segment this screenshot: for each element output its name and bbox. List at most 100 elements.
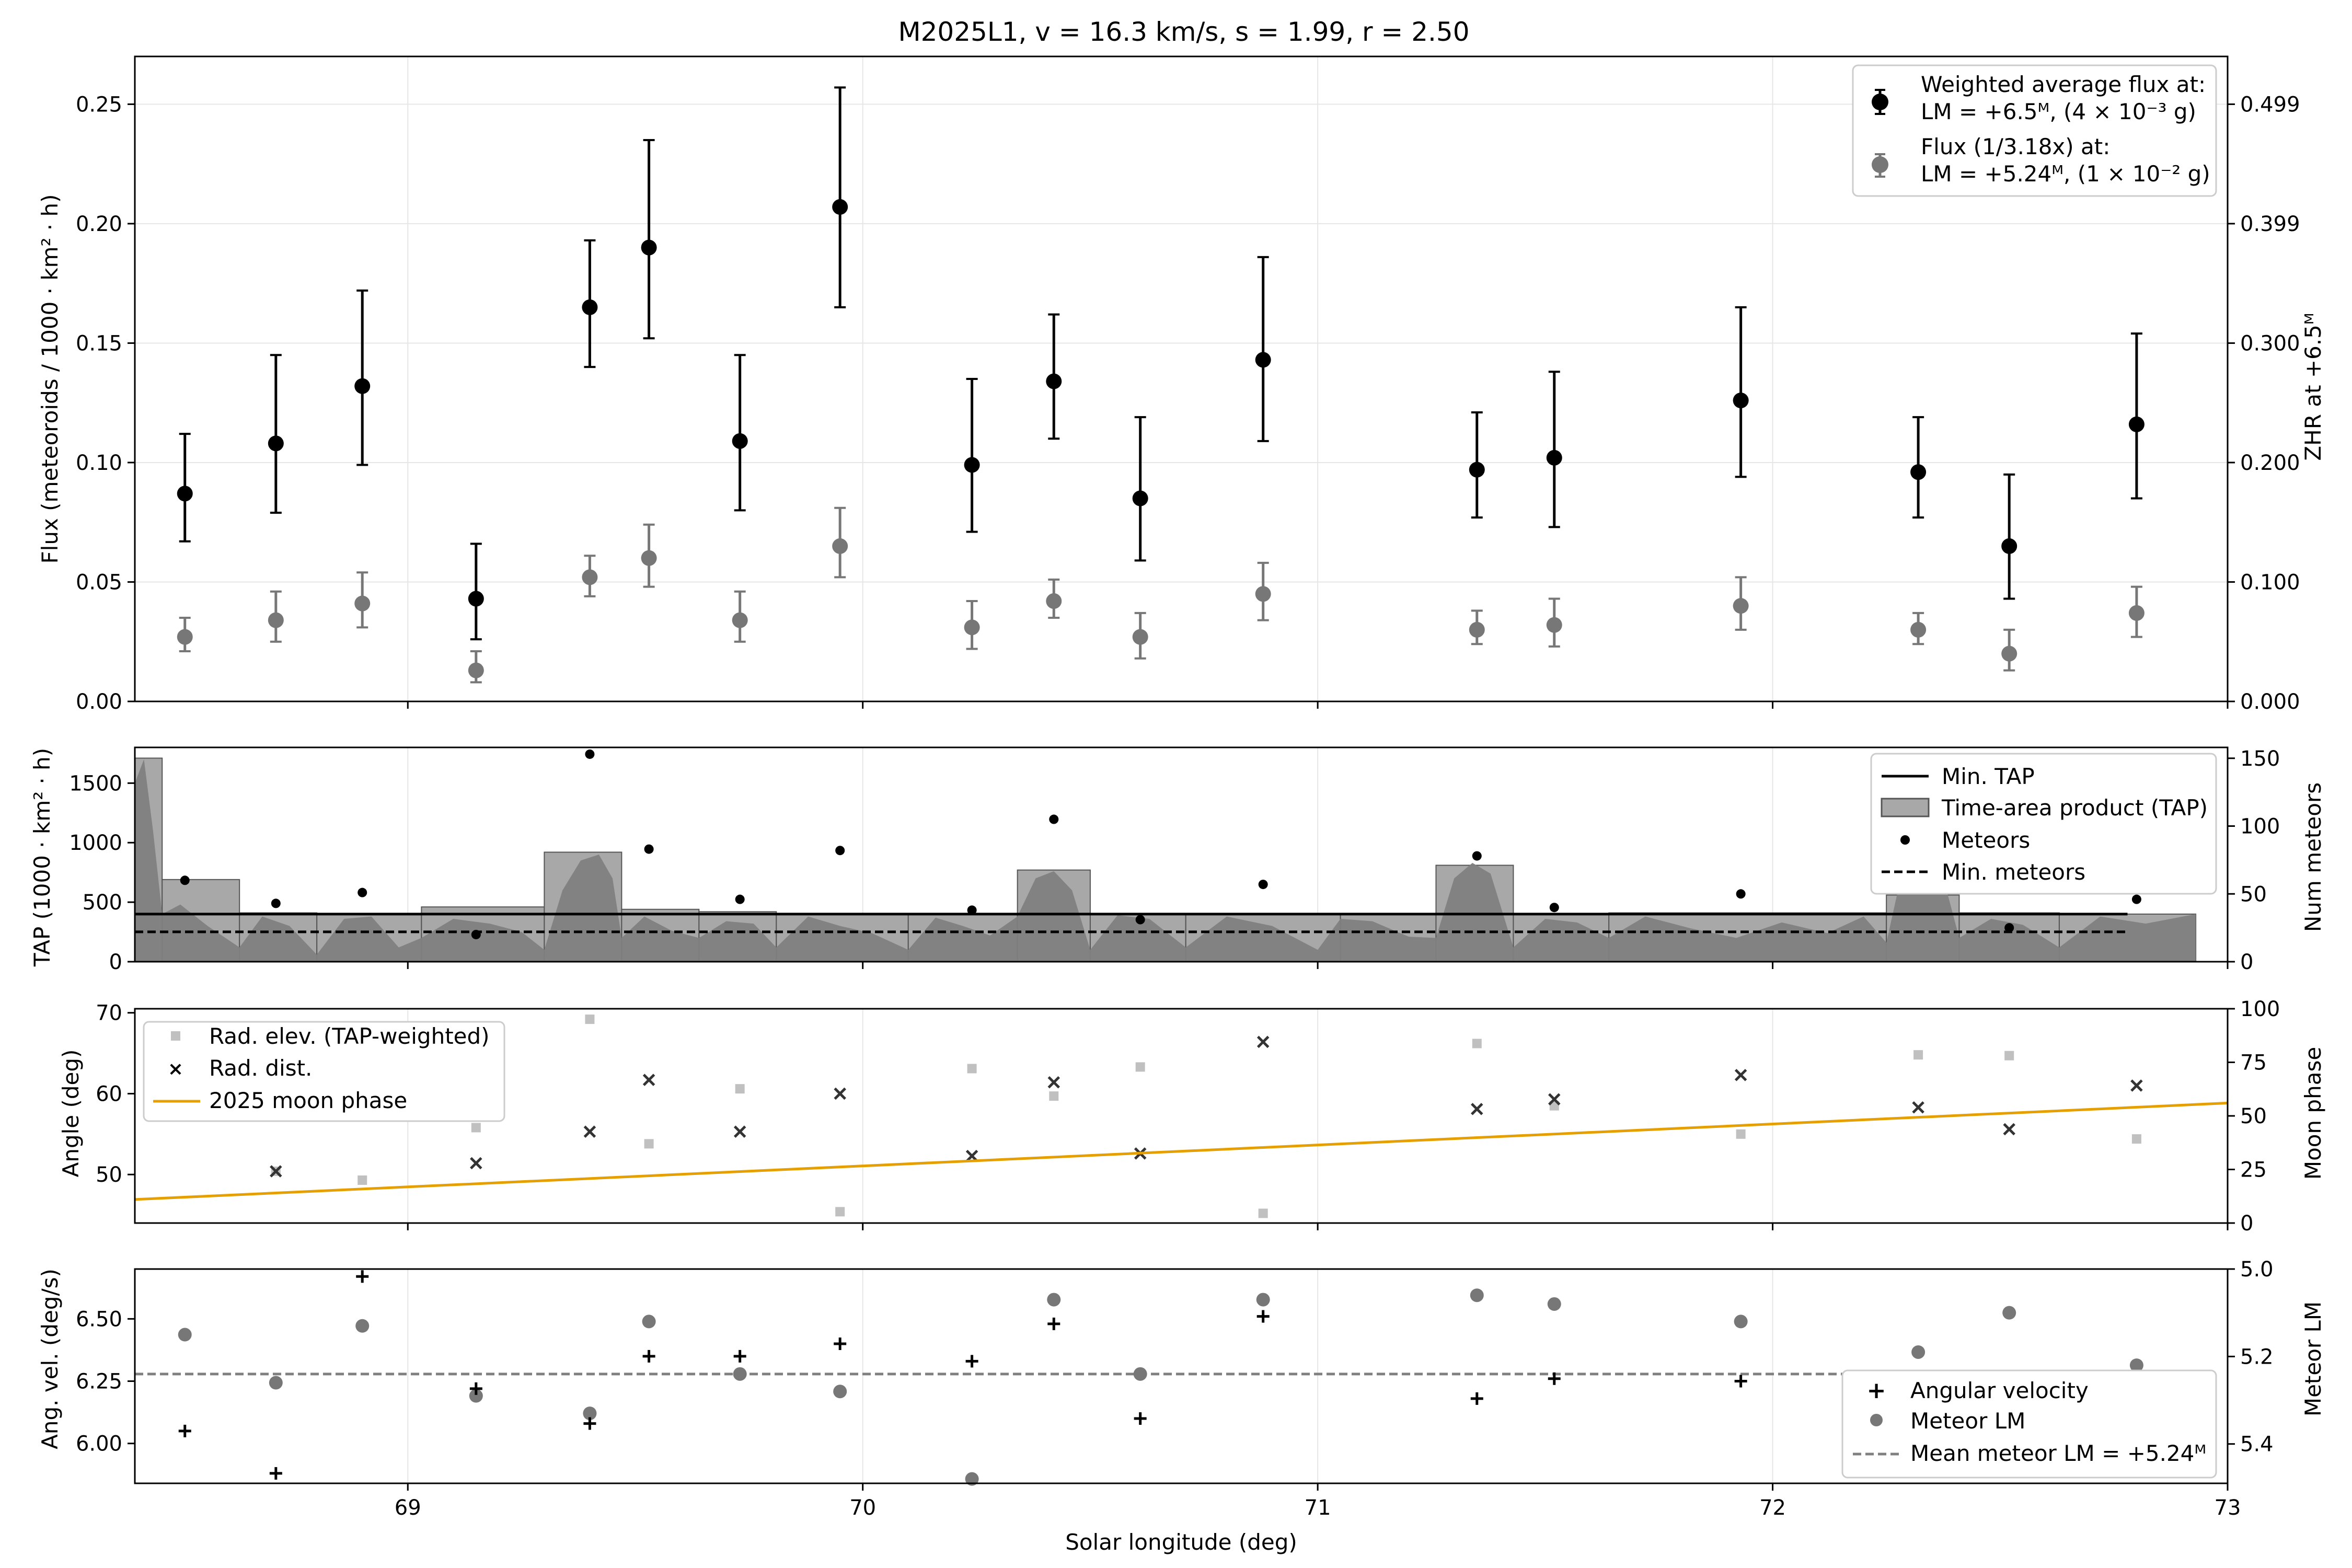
rad-dist-stroke [1471,1103,1483,1115]
rad-dist-stroke [270,1165,282,1178]
x-tick-label: 71 [1305,1496,1331,1520]
legend-rad-elev-marker [171,1031,180,1041]
rad-elev-point [835,1207,845,1217]
x-tick-label: 70 [849,1496,876,1520]
x-tick-label: 69 [395,1496,421,1520]
rad-dist-stroke [1734,1069,1747,1081]
meteor-lm-point [733,1367,747,1381]
legend-angvel-marker: + [1867,1377,1886,1404]
flux-point [1733,393,1749,409]
y-tick-label: 0.25 [76,93,122,117]
rad-dist-point [1912,1101,1924,1114]
meteor-lm-point [269,1376,283,1390]
flux-gray-point [1132,629,1148,645]
y-tick-label: 0.10 [76,451,122,475]
rad-elev-point [358,1175,367,1185]
flux-gray-point [2001,645,2017,662]
angle-legend: Rad. elev. (TAP-weighted) × Rad. dist. 2… [143,1021,505,1122]
flux-point [1046,373,1062,389]
legend-flux-gray-label-2: LM = +5.24ᴹ, (1 × 10⁻² g) [1921,161,2210,187]
y-tick-label: 50 [96,1163,122,1187]
angvel-ylabel: Ang. vel. (deg/s) [37,1269,63,1449]
y-tick-label: 0.00 [76,690,122,714]
rad-elev-point [2004,1051,2014,1060]
y2-tick-label: 0.100 [2240,570,2300,594]
y-tick-label: 1000 [69,831,122,855]
angular-velocity-point [1047,1317,1060,1330]
angular-velocity-point [965,1355,978,1368]
x-tick-label: 72 [1759,1496,1786,1520]
meteor-count-point [1549,903,1559,913]
y2-tick-label: 150 [2240,747,2280,771]
rad-dist-point [1471,1103,1483,1115]
meteor-count-point [585,749,595,759]
meteor-lm-point [965,1472,979,1486]
y2-tick-label: 5.0 [2240,1258,2274,1282]
rad-elev-point [471,1123,481,1133]
flux-point [177,486,193,502]
meteor-count-point [1736,889,1746,899]
x-axis-label: Solar longitude (deg) [1065,1529,1297,1555]
legend-flux-marker [1872,94,1888,110]
tap-ylabel: TAP (1000 · km² · h) [29,748,55,967]
y2-tick-label: 0 [2240,950,2253,974]
legend-meteors-marker [1900,835,1910,845]
legend-mean-lm-label: Mean meteor LM = +5.24ᴹ [1910,1440,2206,1466]
flux-point [468,591,484,607]
legend-rad-elev-label: Rad. elev. (TAP-weighted) [209,1023,490,1049]
meteor-count-point [471,930,481,940]
flux-gray-point [964,619,980,636]
flux-gray-point [1469,621,1485,638]
y-tick-label: 500 [83,891,122,915]
flux-point [964,457,980,473]
rad-dist-point [1256,1035,1270,1048]
y2-tick-label: 25 [2240,1158,2267,1182]
meteor-lm-point [1047,1293,1061,1307]
meteor-count-point [735,894,745,904]
angle-legend-box [143,1021,505,1122]
rad-dist-point [583,1125,596,1138]
y2-tick-label: 0.200 [2240,451,2300,475]
legend-flux-label-1: Weighted average flux at: [1921,72,2206,97]
flux-legend: Weighted average flux at: LM = +6.5ᴹ, (4… [1852,64,2217,197]
meteor-lm-point [1547,1297,1561,1311]
rad-dist-point [642,1074,655,1086]
angular-velocity-point [1548,1372,1561,1385]
legend-flux-gray-marker [1872,156,1888,173]
y-tick-label: 0.20 [76,212,122,236]
rad-dist-point [1734,1069,1747,1081]
y-tick-label: 6.50 [76,1307,122,1331]
flux-point [582,299,598,315]
y2-tick-label: 50 [2240,1104,2267,1128]
y-tick-label: 6.25 [76,1370,122,1394]
legend-min-tap-label: Min. TAP [1942,764,2035,789]
meteor-lm-point [583,1406,597,1421]
rad-dist-point [2130,1079,2143,1092]
meteor-count-point [271,898,281,908]
flux-gray-point [268,612,284,628]
y-tick-label: 0 [109,950,122,974]
flux-gray-point [582,569,598,585]
flux-gray-point [1046,593,1062,609]
legend-meteor-lm-marker [1870,1414,1883,1426]
meteor-count-point [1258,880,1268,890]
meteor-lm-point [1470,1288,1484,1302]
tap-y2label: Num meteors [2300,782,2326,932]
meteor-lm-point [469,1389,483,1403]
angular-velocity-point [1256,1310,1270,1323]
y2-tick-label: 100 [2240,997,2280,1021]
y2-tick-label: 5.4 [2240,1433,2274,1457]
flux-point [641,239,657,256]
axes-frame [134,746,2229,963]
rad-elev-point [1472,1039,1482,1048]
flux-gray-point [177,629,193,645]
rad-dist-stroke [583,1125,596,1138]
flux-gray-point [832,538,848,554]
rad-elev-point [1049,1091,1059,1101]
meteor-count-point [1472,851,1482,861]
rad-elev-point [585,1014,595,1024]
flux-point [732,433,748,449]
legend-flux-gray-label-1: Flux (1/3.18x) at: [1921,134,2110,159]
legend-meteor-lm-label: Meteor LM [1910,1408,2025,1434]
